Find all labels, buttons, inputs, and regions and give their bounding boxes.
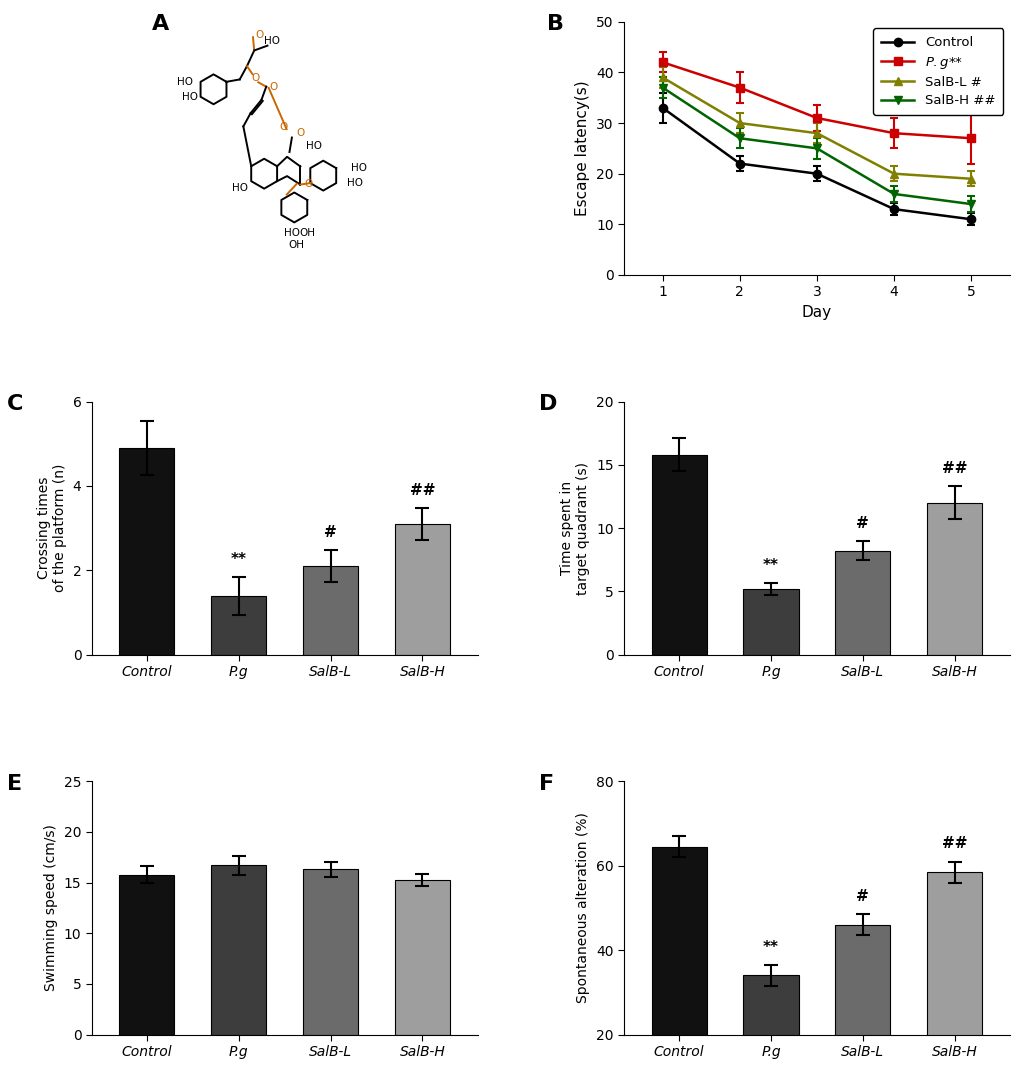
Y-axis label: Crossing times
of the platform (n): Crossing times of the platform (n) [37, 464, 67, 592]
Text: D: D [539, 394, 557, 414]
Text: HO: HO [231, 183, 248, 194]
Text: F: F [539, 774, 553, 794]
Bar [835, 551, 890, 654]
Text: HO: HO [283, 228, 300, 237]
Text: O: O [279, 122, 287, 132]
Bar [926, 503, 981, 654]
Text: ##: ## [410, 482, 435, 498]
Text: #: # [324, 525, 336, 540]
Text: OH: OH [300, 228, 315, 237]
Text: OH: OH [288, 241, 305, 250]
Text: O: O [251, 73, 259, 83]
Text: ##: ## [941, 462, 966, 476]
Text: HO: HO [306, 140, 322, 151]
Bar [651, 455, 706, 654]
Bar [211, 866, 266, 1035]
Text: HO: HO [352, 163, 367, 173]
Bar [926, 872, 981, 1089]
Bar [651, 847, 706, 1089]
Y-axis label: Time spent in
target quadrant (s): Time spent in target quadrant (s) [559, 462, 590, 595]
Bar [303, 566, 358, 654]
Bar [835, 925, 890, 1089]
Text: HO: HO [346, 179, 363, 188]
Y-axis label: Escape latency(s): Escape latency(s) [575, 81, 590, 217]
Bar [303, 869, 358, 1035]
Y-axis label: Swimming speed (cm/s): Swimming speed (cm/s) [44, 824, 58, 991]
Text: B: B [546, 14, 564, 34]
Legend: Control, $P.g$**, SalB-L #, SalB-H ##: Control, $P.g$**, SalB-L #, SalB-H ## [872, 28, 1003, 115]
Bar [119, 874, 174, 1035]
Bar [743, 976, 798, 1089]
Text: O: O [256, 29, 264, 40]
Text: HO: HO [182, 91, 198, 102]
Text: O: O [305, 179, 313, 188]
Bar [119, 448, 174, 654]
Text: #: # [856, 516, 868, 531]
Bar [394, 524, 449, 654]
Text: HO: HO [177, 76, 194, 87]
Bar [211, 596, 266, 654]
Y-axis label: Spontaneous alteration (%): Spontaneous alteration (%) [576, 812, 590, 1003]
Bar [743, 589, 798, 654]
Text: ##: ## [941, 836, 966, 852]
Text: **: ** [762, 940, 779, 955]
Text: E: E [7, 774, 22, 794]
Text: A: A [152, 14, 169, 34]
Text: **: ** [230, 551, 247, 566]
Text: O: O [296, 127, 304, 137]
Text: C: C [7, 394, 23, 414]
Text: O: O [269, 82, 277, 93]
Text: #: # [856, 889, 868, 904]
Text: **: ** [762, 558, 779, 573]
Bar [394, 880, 449, 1035]
X-axis label: Day: Day [801, 305, 832, 320]
Text: HO: HO [264, 36, 279, 47]
